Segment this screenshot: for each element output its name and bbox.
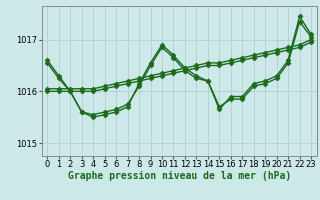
X-axis label: Graphe pression niveau de la mer (hPa): Graphe pression niveau de la mer (hPa) [68, 171, 291, 181]
